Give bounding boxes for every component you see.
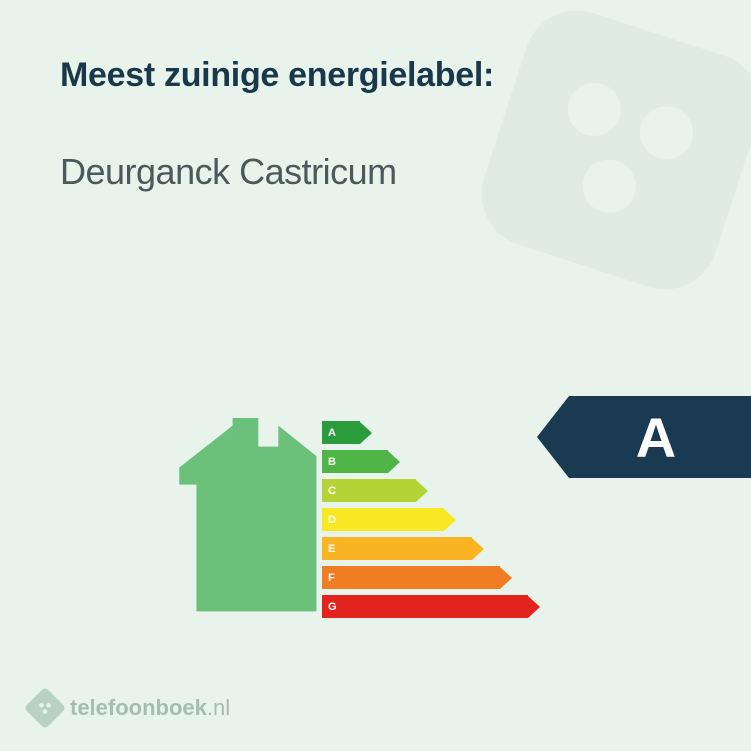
footer-brand: telefoonboek.nl [30, 693, 230, 723]
footer-logo-icon [24, 687, 66, 729]
rating-letter: A [636, 405, 676, 470]
location-name: Deurganck Castricum [60, 151, 691, 193]
footer-brand-text: telefoonboek.nl [70, 695, 230, 721]
footer-brand-bold: telefoonboek [70, 695, 207, 720]
page-title: Meest zuinige energielabel: [60, 56, 691, 95]
footer-brand-light: .nl [207, 695, 230, 720]
rating-body: A [569, 396, 751, 478]
rating-badge: A [537, 396, 751, 478]
rating-notch [537, 396, 569, 478]
